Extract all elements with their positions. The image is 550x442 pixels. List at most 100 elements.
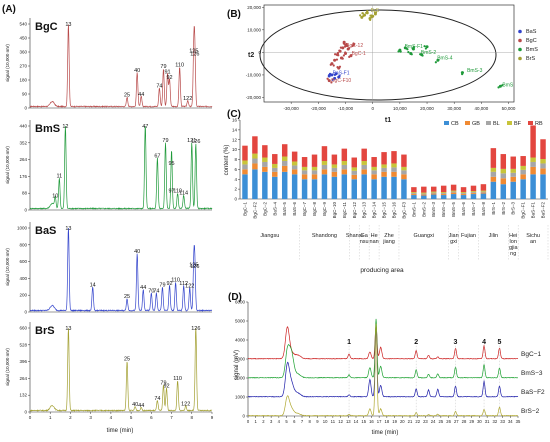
score-point-bms bbox=[461, 71, 464, 74]
y-tick-label: 10 bbox=[232, 147, 238, 152]
bar-segment-gb bbox=[500, 178, 507, 185]
y-tick-label: 0 bbox=[258, 50, 261, 55]
category-label: BgC−9 bbox=[322, 202, 327, 216]
x-tick-label: 4 bbox=[278, 419, 281, 424]
bar-segment-rb bbox=[421, 186, 427, 193]
y-tick-label: 14 bbox=[232, 127, 238, 132]
bar-segment-bl bbox=[460, 193, 467, 195]
legend-marker-bas bbox=[518, 29, 522, 34]
bar-segment-bf bbox=[351, 167, 357, 171]
bar-segment-bl bbox=[301, 170, 308, 175]
bar-segment-rb bbox=[530, 125, 536, 158]
panel-d-trace-labels: BgC−1 BmS−3 BaS−F2 BrS−2 bbox=[521, 351, 545, 415]
x-tick-label: 9 bbox=[316, 419, 319, 424]
bar-segment-rb bbox=[252, 136, 258, 154]
bar-segment-bl bbox=[401, 170, 407, 175]
y-tick-label: 396 bbox=[19, 359, 27, 364]
bar-segment-gb bbox=[431, 193, 437, 195]
y-tick-label: 176 bbox=[19, 174, 27, 179]
peak-label: 10 bbox=[52, 194, 58, 200]
score-point-bms bbox=[405, 47, 408, 50]
bar-segment-rb bbox=[291, 151, 298, 162]
peak-marker-label: 5 bbox=[498, 339, 502, 346]
bar-segment-bf bbox=[470, 191, 477, 193]
bar-segment-bf bbox=[450, 190, 457, 192]
x-tick-label: -30,000 bbox=[284, 106, 300, 111]
bar-segment-bf bbox=[530, 157, 536, 162]
bar-segment-gb bbox=[301, 174, 308, 180]
score-point-bms bbox=[425, 45, 429, 49]
bar-segment-cb bbox=[281, 171, 288, 199]
chromatogram-trace bbox=[29, 227, 213, 312]
bar-segment-bl bbox=[421, 193, 427, 195]
bar-segment-bf bbox=[391, 163, 397, 168]
peak-label: 70 bbox=[148, 288, 154, 294]
score-point-bgc bbox=[335, 58, 339, 61]
category-label: BrS−1 bbox=[491, 202, 496, 215]
bar-segment-bl bbox=[321, 164, 328, 170]
x-tick-label: 19 bbox=[392, 419, 397, 424]
bar-segment-rb bbox=[281, 144, 288, 157]
score-point-bgc bbox=[350, 53, 353, 57]
x-tick-label: 31 bbox=[485, 419, 490, 424]
legend-marker-bgc bbox=[518, 38, 522, 43]
y-tick-label: 800 bbox=[19, 242, 27, 247]
score-point-bgc bbox=[327, 79, 331, 83]
category-label: BrS−3 bbox=[511, 202, 516, 215]
peak-label: 122 bbox=[185, 283, 194, 289]
bar-segment-cb bbox=[530, 174, 536, 199]
point-label: BgC-F10 bbox=[331, 78, 351, 84]
x-tick-label: 30,000 bbox=[447, 106, 461, 111]
x-tick-label: 1 bbox=[255, 419, 258, 424]
category-label: BaS−F2 bbox=[541, 202, 546, 219]
bar-segment-cb bbox=[381, 176, 387, 199]
sample-name: BgC bbox=[35, 21, 58, 33]
peak-label: 74 bbox=[153, 288, 159, 294]
score-point-bms bbox=[423, 45, 426, 48]
bar-segment-bl bbox=[331, 167, 338, 172]
y-tick-label: 4 bbox=[234, 177, 237, 182]
bar-segment-cb bbox=[321, 174, 328, 199]
y-tick-label: 0 bbox=[24, 208, 27, 213]
category-label: BgC−15 bbox=[382, 202, 387, 219]
x-tick-label: 3 bbox=[270, 419, 273, 424]
y-tick-label: 450 bbox=[19, 36, 27, 41]
panel-b-ylabel: t2 bbox=[248, 52, 254, 59]
y-tick-label: 400 bbox=[19, 276, 27, 281]
bar-segment-gb bbox=[351, 174, 357, 180]
category-label: BgC−13 bbox=[362, 202, 367, 219]
confidence-ellipse bbox=[259, 9, 497, 101]
legend-label: BaS bbox=[526, 29, 537, 35]
bar-segment-cb bbox=[361, 174, 367, 199]
peak-label: 122 bbox=[183, 96, 192, 102]
y-tick-label: 528 bbox=[19, 342, 27, 347]
y-tick-label: 0 bbox=[24, 106, 27, 111]
bar-segment-cb bbox=[470, 194, 477, 199]
score-point-bgc bbox=[352, 42, 355, 45]
bar-segment-bl bbox=[351, 170, 357, 175]
bar-segment-bf bbox=[371, 166, 377, 171]
bar-segment-gb bbox=[361, 169, 367, 175]
point-label: BgC-12 bbox=[346, 43, 363, 49]
bar-segment-gb bbox=[281, 165, 288, 172]
legend-label: RB bbox=[535, 121, 543, 127]
bar-segment-rb bbox=[301, 157, 308, 167]
region-label: Ga nsu bbox=[360, 233, 369, 245]
score-point-bas bbox=[335, 72, 338, 75]
peak-label: 79 bbox=[160, 64, 166, 70]
score-point-bgc bbox=[342, 40, 346, 44]
bar-segment-cb bbox=[490, 181, 497, 199]
x-tick-label: 9 bbox=[211, 415, 214, 420]
bar-segment-bf bbox=[252, 153, 258, 159]
bar-segment-rb bbox=[272, 154, 278, 164]
score-point-bgc bbox=[351, 44, 354, 48]
bar-segment-cb bbox=[371, 179, 377, 199]
panel-b-label: (B) bbox=[227, 9, 241, 20]
peak-label: 13 bbox=[65, 326, 71, 332]
y-tick-label: 132 bbox=[19, 393, 27, 398]
